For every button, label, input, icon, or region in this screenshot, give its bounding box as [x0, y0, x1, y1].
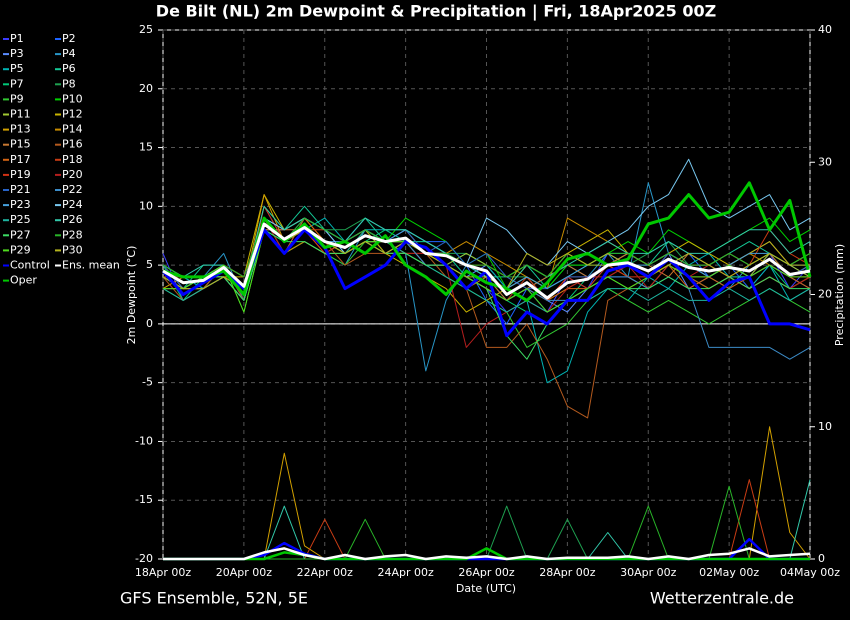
legend-label: P9 — [10, 92, 24, 105]
legend-label: P26 — [62, 213, 83, 226]
y2-tick-label: 40 — [818, 23, 832, 36]
legend-label: P12 — [62, 108, 83, 121]
footer-site: Wetterzentrale.de — [650, 589, 794, 608]
y-tick-label: 25 — [139, 23, 153, 36]
legend-label: P4 — [62, 47, 76, 60]
x-tick-label: 02May 00z — [699, 566, 759, 579]
legend-label: P16 — [62, 138, 83, 151]
chart-title: De Bilt (NL) 2m Dewpoint & Precipitation… — [156, 2, 716, 22]
legend-label: P22 — [62, 183, 83, 196]
legend-label: P13 — [10, 123, 31, 136]
legend-label: P2 — [62, 32, 76, 45]
y-tick-label: 5 — [146, 258, 153, 271]
legend-label: P20 — [62, 168, 83, 181]
x-tick-label: 20Apr 00z — [216, 566, 273, 579]
legend-label: P24 — [62, 198, 83, 211]
legend-label: P19 — [10, 168, 31, 181]
x-tick-label: 18Apr 00z — [135, 566, 192, 579]
y-tick-label: -10 — [135, 434, 153, 447]
legend-label: P11 — [10, 108, 31, 121]
y-tick-label: 10 — [139, 199, 153, 212]
legend-label: Oper — [10, 274, 37, 287]
y2-tick-label: 20 — [818, 288, 832, 301]
y-tick-label: -15 — [135, 493, 153, 506]
y2-tick-label: 0 — [818, 552, 825, 565]
legend-label: P7 — [10, 77, 24, 90]
legend-label: P28 — [62, 228, 83, 241]
y-tick-label: 0 — [146, 317, 153, 330]
precip-line — [163, 547, 811, 561]
y-tick-label: -5 — [142, 376, 153, 389]
y-tick-label: 15 — [139, 141, 153, 154]
legend-label: P6 — [62, 62, 76, 75]
x-tick-label: 04May 00z — [780, 566, 840, 579]
x-axis-label: Date (UTC) — [456, 582, 516, 595]
legend-label: P18 — [62, 153, 83, 166]
dewpoint-line — [162, 181, 812, 302]
x-tick-label: 30Apr 00z — [620, 566, 677, 579]
legend-label: P10 — [62, 92, 83, 105]
legend-label: P15 — [10, 138, 31, 151]
legend-label: P1 — [10, 32, 24, 45]
legend-label: Control — [10, 259, 50, 272]
x-tick-label: 24Apr 00z — [377, 566, 434, 579]
y-tick-label: 20 — [139, 82, 153, 95]
legend-label: P14 — [62, 123, 83, 136]
legend-label: P5 — [10, 62, 24, 75]
legend-label: P29 — [10, 243, 31, 256]
legend-label: P23 — [10, 198, 31, 211]
x-tick-label: 22Apr 00z — [297, 566, 354, 579]
y-axis-label: 2m Dewpoint (°C) — [125, 246, 138, 345]
legend-label: P3 — [10, 47, 24, 60]
dewpoint-line — [162, 158, 811, 290]
legend-label: P25 — [10, 213, 31, 226]
legend-label: P30 — [62, 243, 83, 256]
legend-label: P8 — [62, 77, 76, 90]
y2-tick-label: 30 — [818, 155, 832, 168]
precip-line — [163, 547, 810, 561]
x-tick-label: 28Apr 00z — [539, 566, 596, 579]
legend-label: P21 — [10, 183, 31, 196]
legend-label: P17 — [10, 153, 31, 166]
dewpoint-line — [162, 222, 811, 300]
y2-axis-label: Precipitation (mm) — [833, 244, 846, 346]
x-tick-label: 26Apr 00z — [458, 566, 515, 579]
y2-tick-label: 10 — [818, 420, 832, 433]
footer-source: GFS Ensemble, 52N, 5E — [120, 589, 308, 608]
legend-label: Ens. mean — [62, 259, 120, 272]
legend-label: P27 — [10, 228, 31, 241]
y-tick-label: -20 — [135, 552, 153, 565]
